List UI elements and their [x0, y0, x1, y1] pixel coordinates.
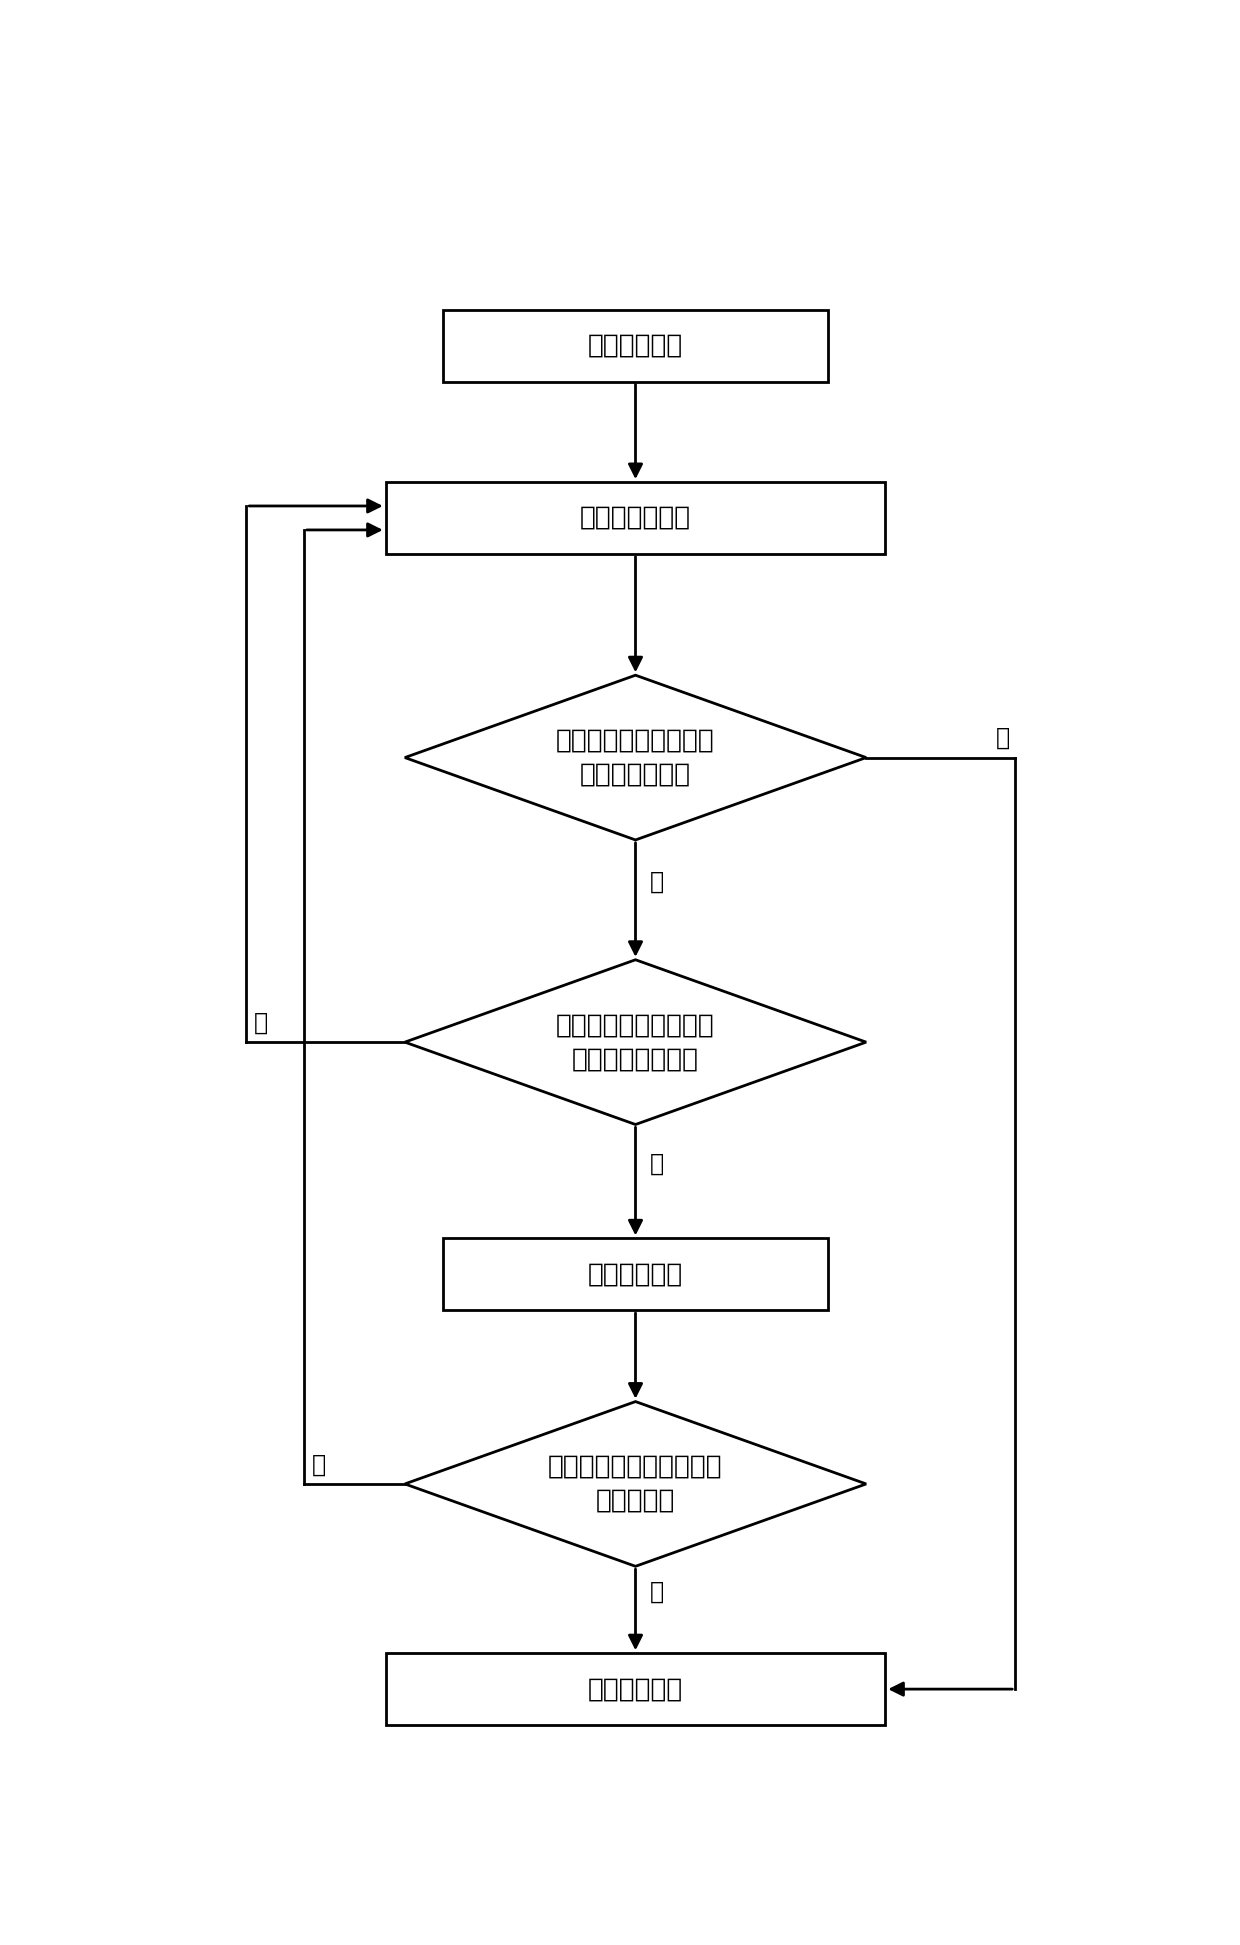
Polygon shape — [404, 675, 866, 840]
Text: 采样电池的电压: 采样电池的电压 — [580, 506, 691, 531]
Text: 是: 是 — [650, 1579, 665, 1605]
Polygon shape — [404, 959, 866, 1124]
Text: 判断负载电流是否小于预
设过放电流: 判断负载电流是否小于预 设过放电流 — [548, 1455, 723, 1513]
Bar — [386, 482, 885, 554]
Text: 是: 是 — [650, 1151, 665, 1175]
Text: 判断电池电压是否小于
预设的过放点电压: 判断电池电压是否小于 预设的过放点电压 — [556, 1011, 715, 1072]
Bar — [444, 1239, 828, 1311]
Text: 是: 是 — [996, 725, 1011, 751]
Bar — [386, 1653, 885, 1725]
Text: 否: 否 — [650, 869, 665, 895]
Text: 减小负载电流: 减小负载电流 — [588, 1260, 683, 1288]
Text: 判断电池电压是否小于
预设的坏死电压: 判断电池电压是否小于 预设的坏死电压 — [556, 727, 715, 788]
Polygon shape — [404, 1402, 866, 1566]
Text: 否: 否 — [311, 1453, 326, 1476]
Bar — [444, 309, 828, 381]
Text: 打开灯具电源: 打开灯具电源 — [588, 333, 683, 358]
Text: 关闭负载电源: 关闭负载电源 — [588, 1677, 683, 1702]
Text: 否: 否 — [254, 1011, 268, 1035]
